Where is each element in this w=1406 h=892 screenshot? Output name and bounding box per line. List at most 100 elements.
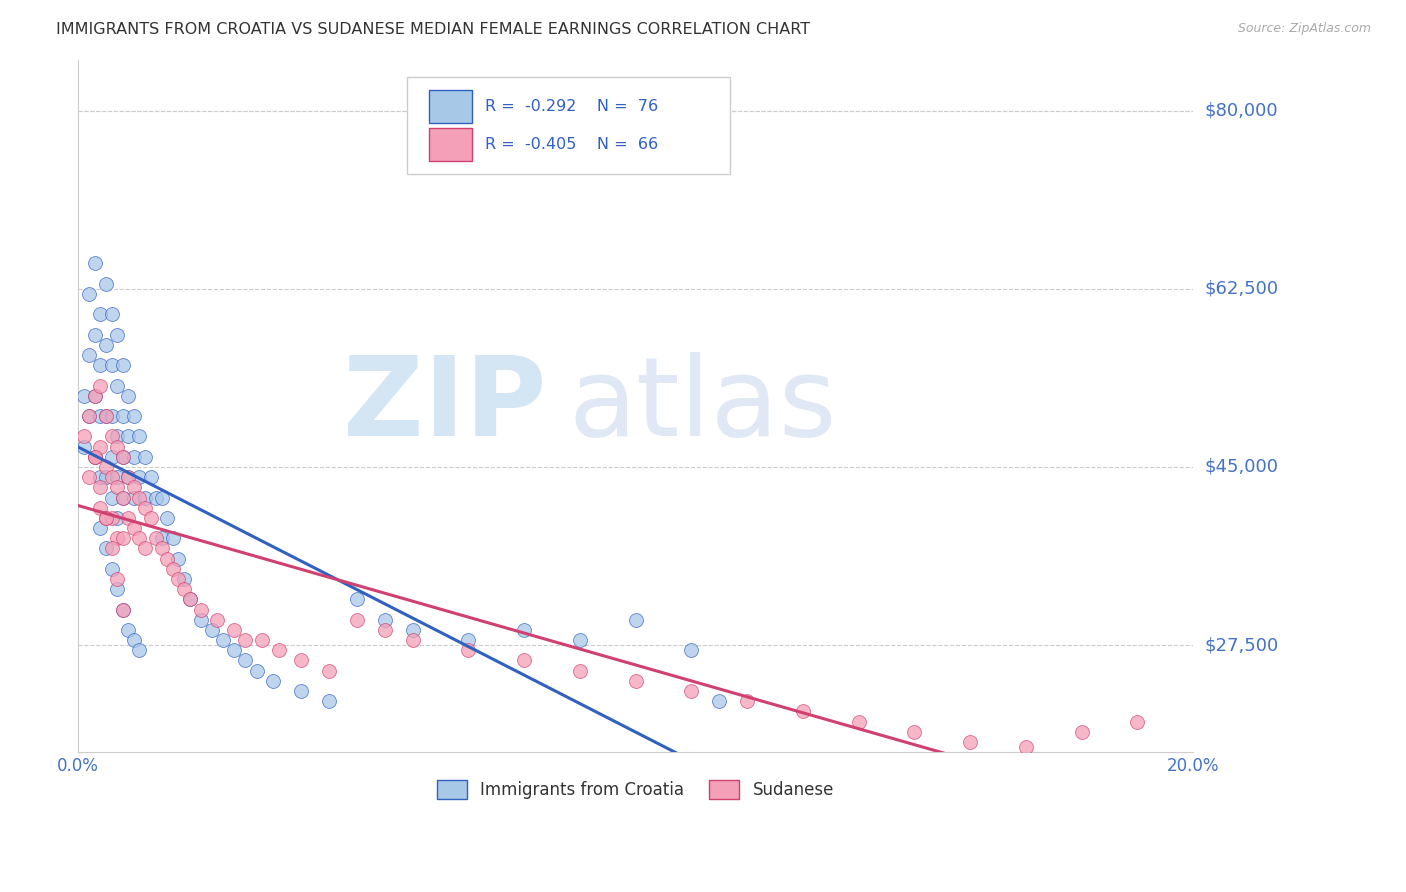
Point xyxy=(94,511,117,525)
Point xyxy=(513,623,536,637)
Text: ZIP: ZIP xyxy=(343,352,547,459)
Point xyxy=(374,623,396,637)
Point xyxy=(224,643,246,657)
Point xyxy=(513,653,536,667)
Point xyxy=(89,470,111,484)
Point xyxy=(122,521,145,535)
Point xyxy=(94,338,117,352)
Point xyxy=(105,440,128,454)
Point xyxy=(117,511,139,525)
Point xyxy=(100,307,122,321)
Point xyxy=(100,470,122,484)
Point xyxy=(735,694,758,708)
Point xyxy=(105,480,128,494)
Point xyxy=(94,277,117,291)
Point xyxy=(122,409,145,423)
Point xyxy=(83,389,105,403)
Point xyxy=(105,582,128,597)
Point xyxy=(89,480,111,494)
Point xyxy=(100,450,122,464)
Point xyxy=(111,491,134,505)
Point xyxy=(117,429,139,443)
Point xyxy=(111,450,134,464)
Point xyxy=(111,450,134,464)
Point xyxy=(100,409,122,423)
Point xyxy=(83,389,105,403)
Point xyxy=(77,409,100,423)
Point xyxy=(83,256,105,270)
Point xyxy=(105,572,128,586)
Point xyxy=(267,643,290,657)
Text: $80,000: $80,000 xyxy=(1205,102,1278,120)
Point xyxy=(162,562,184,576)
Point xyxy=(457,643,479,657)
Point xyxy=(134,500,156,515)
Point xyxy=(903,724,925,739)
Point xyxy=(105,378,128,392)
Point xyxy=(374,613,396,627)
Point xyxy=(250,633,273,648)
Point xyxy=(83,450,105,464)
Point xyxy=(94,409,117,423)
Point xyxy=(117,470,139,484)
Point xyxy=(105,429,128,443)
Text: $27,500: $27,500 xyxy=(1205,636,1278,654)
Point xyxy=(94,541,117,556)
Point xyxy=(145,531,167,545)
Point xyxy=(105,531,128,545)
Point xyxy=(100,358,122,372)
Point xyxy=(94,460,117,475)
Point xyxy=(134,541,156,556)
Point xyxy=(100,491,122,505)
Point xyxy=(73,429,96,443)
Text: atlas: atlas xyxy=(569,352,837,459)
Point xyxy=(212,633,235,648)
Point xyxy=(122,480,145,494)
Legend: Immigrants from Croatia, Sudanese: Immigrants from Croatia, Sudanese xyxy=(430,773,841,806)
Point xyxy=(134,491,156,505)
FancyBboxPatch shape xyxy=(429,128,472,161)
Point xyxy=(94,470,117,484)
Point xyxy=(150,491,173,505)
Point xyxy=(167,551,190,566)
Point xyxy=(94,511,117,525)
Point xyxy=(1015,740,1038,755)
Point xyxy=(346,613,368,627)
Point xyxy=(105,470,128,484)
Point xyxy=(111,602,134,616)
Point xyxy=(128,531,150,545)
Point xyxy=(624,613,647,627)
Point xyxy=(162,531,184,545)
Point xyxy=(190,613,212,627)
Point xyxy=(100,562,122,576)
Point xyxy=(111,358,134,372)
Point xyxy=(318,664,340,678)
FancyBboxPatch shape xyxy=(408,77,730,174)
Point xyxy=(105,511,128,525)
Point xyxy=(89,307,111,321)
Point xyxy=(1070,724,1092,739)
Point xyxy=(401,623,423,637)
Point xyxy=(139,511,162,525)
Point xyxy=(624,673,647,688)
Point xyxy=(457,633,479,648)
Point xyxy=(681,643,703,657)
Point xyxy=(959,735,981,749)
Point xyxy=(105,327,128,342)
Point xyxy=(89,378,111,392)
Point xyxy=(290,653,312,667)
Text: $45,000: $45,000 xyxy=(1205,458,1278,476)
Text: R =  -0.292    N =  76: R = -0.292 N = 76 xyxy=(485,99,658,114)
Point xyxy=(145,491,167,505)
Point xyxy=(89,521,111,535)
Point xyxy=(100,511,122,525)
Point xyxy=(709,694,731,708)
Point xyxy=(122,450,145,464)
Point xyxy=(156,511,179,525)
Point xyxy=(83,450,105,464)
Text: $62,500: $62,500 xyxy=(1205,280,1278,298)
Point xyxy=(122,633,145,648)
Point xyxy=(290,684,312,698)
Point xyxy=(173,582,195,597)
Text: R =  -0.405    N =  66: R = -0.405 N = 66 xyxy=(485,137,658,153)
